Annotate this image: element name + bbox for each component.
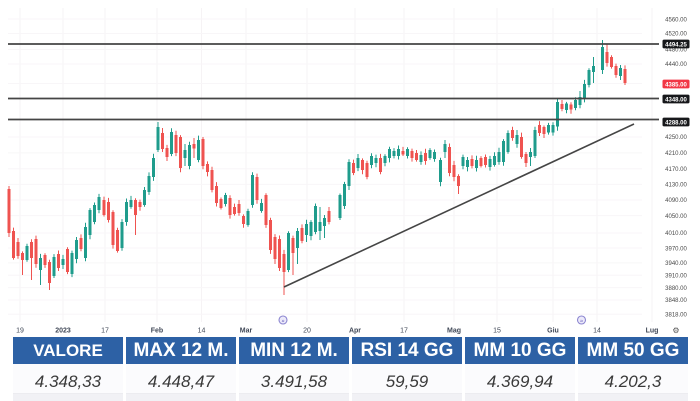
svg-text:14: 14 [198,328,206,335]
svg-text:19: 19 [16,328,24,335]
svg-text:4010.00: 4010.00 [665,231,687,237]
svg-text:4050.00: 4050.00 [665,214,687,220]
svg-text:20: 20 [303,328,311,335]
svg-text:3818.00: 3818.00 [665,313,687,319]
svg-text:4348.00: 4348.00 [665,97,687,103]
svg-text:4480.00: 4480.00 [665,48,687,54]
svg-text:4440.00: 4440.00 [665,62,687,68]
svg-text:Giu: Giu [547,328,559,335]
svg-text:14: 14 [593,328,601,335]
svg-text:Apr: Apr [349,328,361,335]
svg-text:»: » [281,319,284,325]
svg-text:Mag: Mag [447,328,461,335]
svg-text:3940.00: 3940.00 [665,261,687,267]
svg-text:17: 17 [400,328,408,335]
svg-text:⚙: ⚙ [672,326,679,335]
svg-text:»: » [580,319,583,325]
svg-text:4288.00: 4288.00 [665,120,687,126]
svg-text:15: 15 [493,328,501,335]
svg-text:4520.00: 4520.00 [665,32,687,38]
svg-text:3910.00: 3910.00 [665,274,687,280]
svg-text:4210.00: 4210.00 [665,151,687,157]
svg-text:Lug: Lug [646,328,659,335]
svg-text:4130.00: 4130.00 [665,183,687,189]
svg-text:Mar: Mar [240,328,253,335]
svg-text:17: 17 [101,328,109,335]
svg-text:3848.00: 3848.00 [665,298,687,304]
svg-text:4560.00: 4560.00 [665,17,687,23]
svg-text:3970.00: 3970.00 [665,246,687,252]
svg-text:4090.00: 4090.00 [665,198,687,204]
svg-text:2023: 2023 [55,328,71,335]
svg-text:Feb: Feb [151,328,163,335]
svg-text:3880.00: 3880.00 [665,286,687,292]
svg-text:4170.00: 4170.00 [665,167,687,173]
svg-text:4250.00: 4250.00 [665,135,687,141]
svg-text:4494.25: 4494.25 [665,42,687,48]
svg-text:4385.00: 4385.00 [665,82,687,88]
